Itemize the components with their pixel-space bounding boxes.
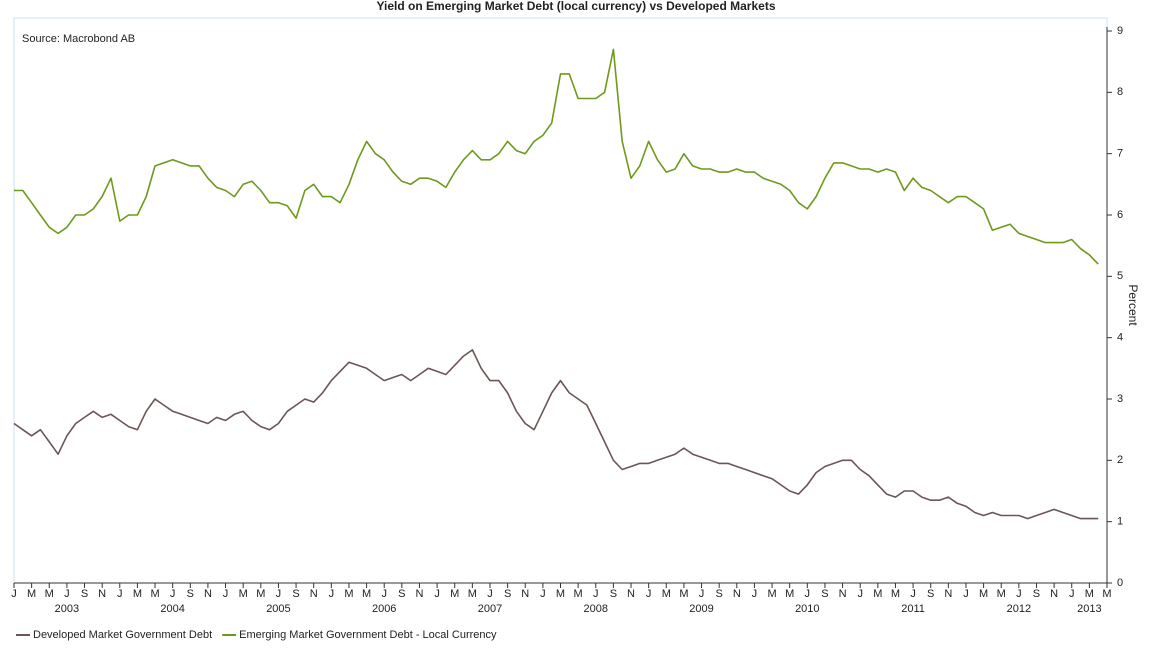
x-tick-label: J [593,588,599,600]
x-tick-label: J [117,588,123,600]
year-label: 2005 [266,603,290,615]
x-tick-label: N [204,588,212,600]
x-tick-label: M [574,588,583,600]
x-tick-label: J [540,588,546,600]
year-label: 2013 [1077,603,1101,615]
x-tick-label: J [805,588,811,600]
x-tick-label: M [1085,588,1094,600]
x-tick-label: M [679,588,688,600]
legend-label: Emerging Market Government Debt - Local … [239,629,497,641]
x-tick-label: J [11,588,17,600]
x-tick-label: N [310,588,318,600]
year-label: 2007 [478,603,502,615]
x-tick-label: S [292,588,299,600]
x-tick-label: N [839,588,847,600]
x-tick-label: M [133,588,142,600]
x-tick-label: M [468,588,477,600]
x-tick-label: J [699,588,705,600]
x-tick-label: J [910,588,916,600]
x-tick-label: J [381,588,387,600]
y-tick-label: 8 [1117,86,1123,98]
y-axis-label: Percent [1126,284,1140,326]
series-line [13,349,1099,520]
x-tick-label: S [81,588,88,600]
x-tick-label: M [450,588,459,600]
x-tick-label: M [979,588,988,600]
x-tick-label: M [362,588,371,600]
x-tick-label: M [767,588,776,600]
x-tick-label: N [415,588,423,600]
x-tick-label: J [857,588,863,600]
x-tick-label: S [187,588,194,600]
y-tick-label: 2 [1117,454,1123,466]
x-tick-label: M [785,588,794,600]
y-tick-label: 4 [1117,332,1123,344]
year-label: 2010 [795,603,819,615]
x-tick-label: J [64,588,70,600]
x-tick-label: M [27,588,36,600]
x-tick-label: S [398,588,405,600]
x-tick-label: S [715,588,722,600]
x-tick-label: J [276,588,282,600]
x-tick-label: M [1102,588,1111,600]
x-tick-label: J [223,588,229,600]
x-tick-label: J [1069,588,1075,600]
x-tick-label: J [1016,588,1022,600]
x-tick-label: M [556,588,565,600]
y-tick-label: 3 [1117,393,1123,405]
series-line [14,48,1099,265]
legend-label: Developed Market Government Debt [33,629,212,641]
x-tick-label: J [487,588,493,600]
y-tick-label: 6 [1117,209,1123,221]
x-tick-label: N [944,588,952,600]
x-tick-label: M [256,588,265,600]
year-label: 2008 [584,603,608,615]
x-tick-label: J [329,588,335,600]
x-tick-label: M [150,588,159,600]
x-tick-label: S [927,588,934,600]
y-tick-label: 0 [1117,577,1123,589]
x-tick-label: N [733,588,741,600]
year-label: 2006 [372,603,396,615]
x-tick-label: M [873,588,882,600]
x-tick-label: M [997,588,1006,600]
x-tick-label: N [1050,588,1058,600]
source-note: Source: Macrobond AB [22,33,135,45]
x-tick-label: M [662,588,671,600]
x-tick-label: N [627,588,635,600]
y-tick-label: 9 [1117,25,1123,37]
y-tick-label: 7 [1117,148,1123,160]
x-tick-label: S [610,588,617,600]
year-label: 2012 [1007,603,1031,615]
x-tick-label: J [963,588,969,600]
year-label: 2003 [55,603,79,615]
year-label: 2011 [901,603,925,615]
x-tick-label: J [752,588,758,600]
chart-title: Yield on Emerging Market Debt (local cur… [376,0,775,13]
x-tick-label: N [98,588,106,600]
x-tick-label: M [344,588,353,600]
x-tick-label: M [45,588,54,600]
x-tick-label: J [434,588,440,600]
x-tick-label: S [1033,588,1040,600]
year-label: 2009 [689,603,713,615]
year-label: 2004 [160,603,184,615]
y-tick-label: 5 [1117,270,1123,282]
y-tick-label: 1 [1117,516,1123,528]
x-tick-label: M [891,588,900,600]
x-tick-label: N [521,588,529,600]
x-tick-label: S [821,588,828,600]
x-tick-label: M [239,588,248,600]
x-tick-label: J [646,588,652,600]
x-tick-label: S [504,588,511,600]
x-tick-label: J [170,588,176,600]
